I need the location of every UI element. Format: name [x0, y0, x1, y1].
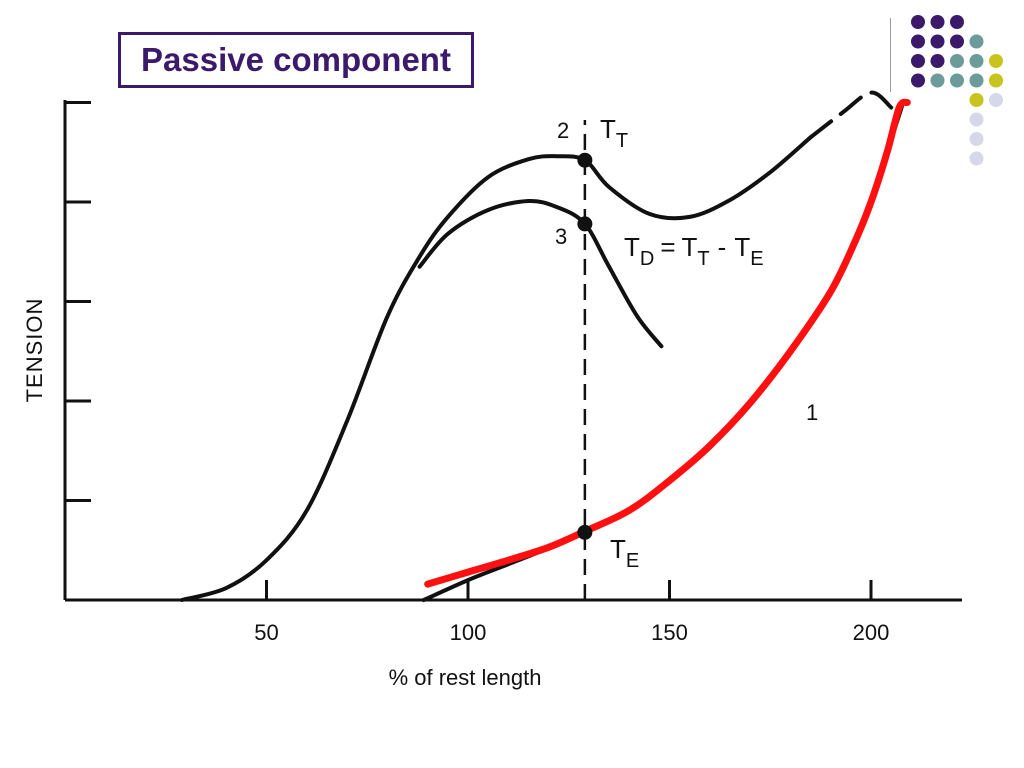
decor-dot [969, 112, 984, 127]
axes [63, 100, 962, 602]
x-tick-label-150: 150 [651, 620, 688, 645]
y-axis-label: TENSION [22, 298, 47, 403]
decor-dot [930, 54, 945, 68]
decor-dot [950, 34, 964, 49]
decor-dot [969, 54, 984, 68]
series-curve-3-developed [417, 198, 664, 349]
decor-dot [911, 15, 925, 29]
curve-label-1: 1 [806, 400, 818, 425]
point-t-e [577, 524, 593, 540]
td-t2: T [734, 232, 750, 262]
td-minus: - [718, 232, 727, 262]
decor-dot [989, 54, 1003, 68]
te-label-main: T [610, 534, 626, 564]
series-curve-1-passive [421, 100, 906, 602]
decor-dot [911, 73, 925, 88]
curve-label-2: 2 [557, 118, 569, 143]
series-curve-2-total [179, 135, 813, 602]
tt-label: TT [600, 114, 628, 152]
slide-title: Passive component [118, 32, 474, 88]
td-equation-label: TD = TT - TE [624, 232, 764, 270]
td-main: T [624, 232, 640, 262]
decor-dot [911, 54, 925, 68]
decor-dot [950, 54, 964, 68]
series-curve-2-dashed-extension [808, 90, 894, 140]
x-tick-label-200: 200 [853, 620, 890, 645]
td-equals: = [660, 232, 675, 262]
decor-dot [989, 73, 1003, 88]
curve-label-3: 3 [555, 224, 567, 249]
tt-label-main: T [600, 114, 616, 144]
decor-dot [969, 34, 984, 49]
x-tick-label-50: 50 [254, 620, 278, 645]
series-passive-highlight [424, 98, 911, 588]
x-axis-label: % of rest length [389, 665, 542, 690]
decor-dot [950, 15, 964, 29]
decor-dot [969, 132, 984, 146]
decor-dot [930, 15, 945, 29]
decor-dot-grid [911, 15, 1003, 166]
decor-dot [950, 73, 964, 88]
td-t1: T [682, 232, 698, 262]
te-label-sub: E [626, 550, 639, 572]
point-t-t [577, 152, 593, 168]
decor-dot [969, 93, 984, 107]
axis-ticks: 50 100 150 200 [65, 101, 890, 645]
decor-dot [989, 93, 1003, 107]
point-3 [577, 216, 593, 232]
decor-dot [911, 34, 925, 49]
decor-divider [890, 18, 891, 92]
td-t2-sub: E [750, 248, 763, 270]
decor-dot [930, 73, 945, 88]
te-label: TE [610, 534, 639, 572]
decor-dot [930, 34, 945, 49]
decor-dot [969, 73, 984, 88]
decor-dot [969, 151, 984, 166]
tt-label-sub: T [616, 130, 628, 152]
td-t1-sub: T [697, 248, 709, 270]
series-layer [179, 90, 911, 602]
x-tick-label-100: 100 [450, 620, 487, 645]
td-sub: D [640, 248, 654, 270]
